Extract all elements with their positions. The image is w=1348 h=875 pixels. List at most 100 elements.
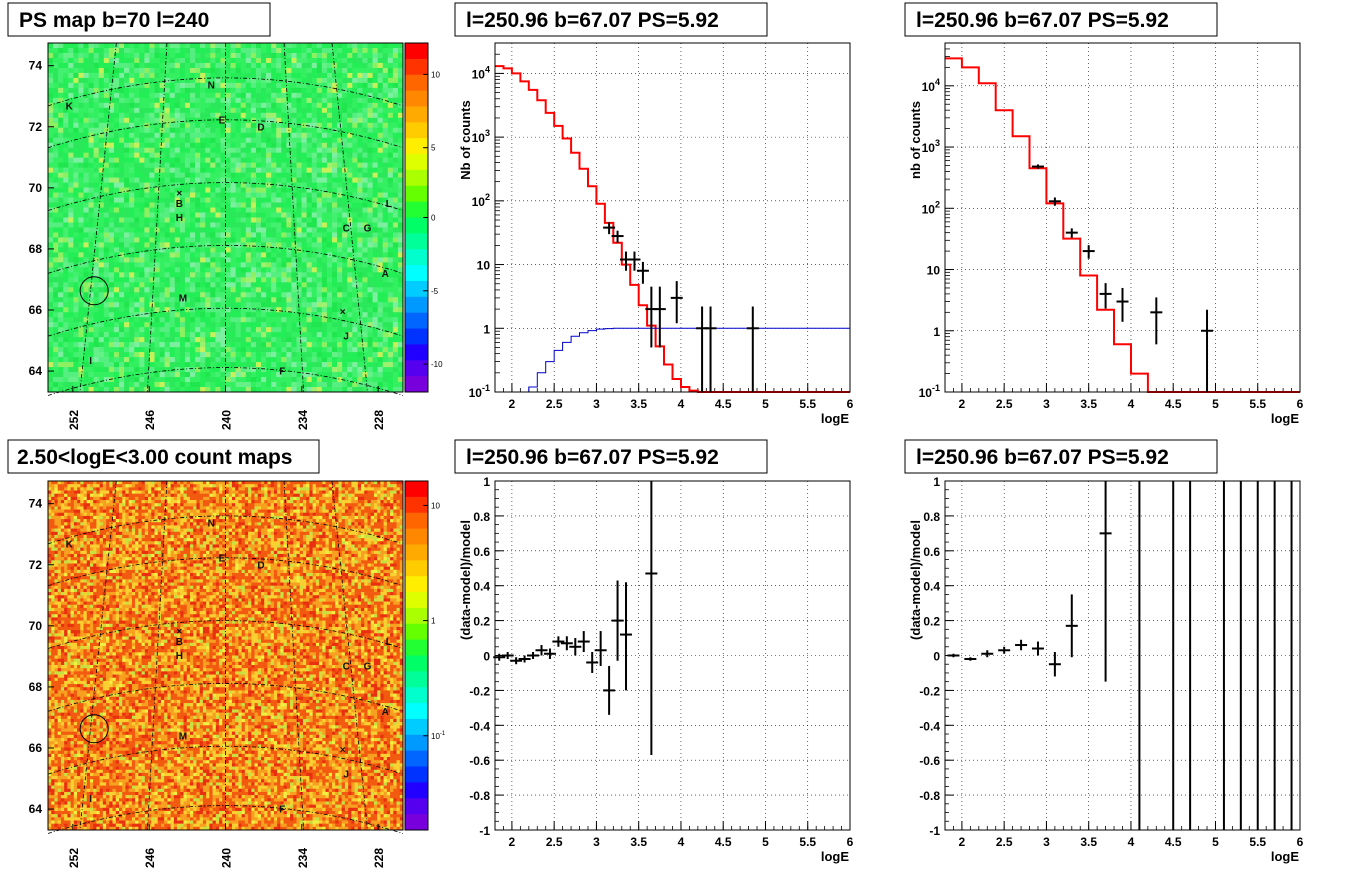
heatmap-cell xyxy=(373,242,378,247)
heatmap-cell xyxy=(312,362,317,367)
heatmap-cell xyxy=(362,312,367,317)
heatmap-cell xyxy=(337,73,342,78)
heatmap-cell xyxy=(180,138,185,143)
heatmap-cell xyxy=(99,123,104,128)
heatmap-cell xyxy=(378,128,383,133)
heatmap-cell xyxy=(104,108,109,113)
heatmap-cell xyxy=(58,83,63,88)
heatmap-cell xyxy=(139,98,144,103)
heatmap-cell xyxy=(368,297,373,302)
heatmap-cell xyxy=(291,267,296,272)
heatmap-cell xyxy=(104,247,109,252)
heatmap-cell xyxy=(89,128,94,133)
heatmap-cell xyxy=(48,78,53,83)
heatmap-cell xyxy=(109,297,114,302)
heatmap-cell xyxy=(398,222,403,227)
heatmap-cell xyxy=(388,347,393,352)
heatmap-cell xyxy=(190,297,195,302)
heatmap-cell xyxy=(53,327,58,332)
heatmap-cell xyxy=(357,252,362,257)
heatmap-cell xyxy=(89,247,94,252)
heatmap-cell xyxy=(119,272,124,277)
heatmap-cell xyxy=(68,237,73,242)
heatmap-cell xyxy=(68,317,73,322)
colorbar-swatch xyxy=(405,154,428,170)
heatmap-cell xyxy=(291,98,296,103)
heatmap-cell xyxy=(119,198,124,203)
heatmap-cell xyxy=(357,262,362,267)
heatmap-cell xyxy=(149,133,154,138)
heatmap-cell xyxy=(317,153,322,158)
heatmap-cell xyxy=(362,267,367,272)
heatmap-cell xyxy=(220,53,225,58)
heatmap-cell xyxy=(398,218,403,223)
heatmap-cell xyxy=(317,63,322,68)
heatmap-cell xyxy=(210,203,215,208)
heatmap-cell xyxy=(68,88,73,93)
heatmap-cell xyxy=(210,123,215,128)
heatmap-cell xyxy=(170,222,175,227)
heatmap-cell xyxy=(220,357,225,362)
heatmap-cell xyxy=(312,93,317,98)
heatmap-cell xyxy=(266,357,271,362)
heatmap-cell xyxy=(109,163,114,168)
heatmap-cell xyxy=(236,168,241,173)
heatmap-cell xyxy=(291,237,296,242)
heatmap-cell xyxy=(256,178,261,183)
heatmap-cell xyxy=(317,317,322,322)
heatmap-cell xyxy=(383,78,388,83)
heatmap-cell xyxy=(251,148,256,153)
heatmap-cell xyxy=(48,352,53,357)
heatmap-cell xyxy=(63,168,68,173)
heatmap-cell xyxy=(231,198,236,203)
heatmap-cell xyxy=(276,203,281,208)
heatmap-cell xyxy=(281,337,286,342)
heatmap-cell xyxy=(393,148,398,153)
heatmap-cell xyxy=(256,193,261,198)
heatmap-cell xyxy=(266,342,271,347)
heatmap-cell xyxy=(297,262,302,267)
heatmap-cell xyxy=(139,203,144,208)
heatmap-cell xyxy=(109,158,114,163)
heatmap-cell xyxy=(322,198,327,203)
heatmap-cell xyxy=(302,128,307,133)
heatmap-cell xyxy=(149,227,154,232)
heatmap-cell xyxy=(149,68,154,73)
heatmap-cell xyxy=(220,372,225,377)
heatmap-cell xyxy=(165,48,170,53)
colorbar-swatch xyxy=(405,313,428,329)
heatmap-cell xyxy=(327,218,332,223)
heatmap-cell xyxy=(352,68,357,73)
heatmap-cell xyxy=(246,198,251,203)
heatmap-cell xyxy=(195,53,200,58)
heatmap-cell xyxy=(94,138,99,143)
heatmap-cell xyxy=(261,347,266,352)
heatmap-cell xyxy=(129,282,134,287)
heatmap-cell xyxy=(89,213,94,218)
heatmap-cell xyxy=(362,153,367,158)
heatmap-cell xyxy=(327,108,332,113)
heatmap-cell xyxy=(231,103,236,108)
heatmap-cell xyxy=(155,73,160,78)
heatmap-cell xyxy=(160,138,165,143)
heatmap-cell xyxy=(124,218,129,223)
heatmap-cell xyxy=(73,118,78,123)
heatmap-cell xyxy=(78,322,83,327)
heatmap-cell xyxy=(383,317,388,322)
heatmap-cell xyxy=(398,262,403,267)
heatmap-cell xyxy=(200,307,205,312)
heatmap-cell xyxy=(342,282,347,287)
heatmap-cell xyxy=(195,93,200,98)
heatmap-cell xyxy=(89,118,94,123)
heatmap-cell xyxy=(210,168,215,173)
heatmap-cell xyxy=(226,193,231,198)
heatmap-cell xyxy=(307,222,312,227)
heatmap-cell xyxy=(362,88,367,93)
heatmap-cell xyxy=(58,222,63,227)
heatmap-cell xyxy=(220,297,225,302)
heatmap-cell xyxy=(160,342,165,347)
heatmap-cell xyxy=(383,193,388,198)
heatmap-cell xyxy=(261,252,266,257)
heatmap-cell xyxy=(291,53,296,58)
heatmap-cell xyxy=(94,357,99,362)
